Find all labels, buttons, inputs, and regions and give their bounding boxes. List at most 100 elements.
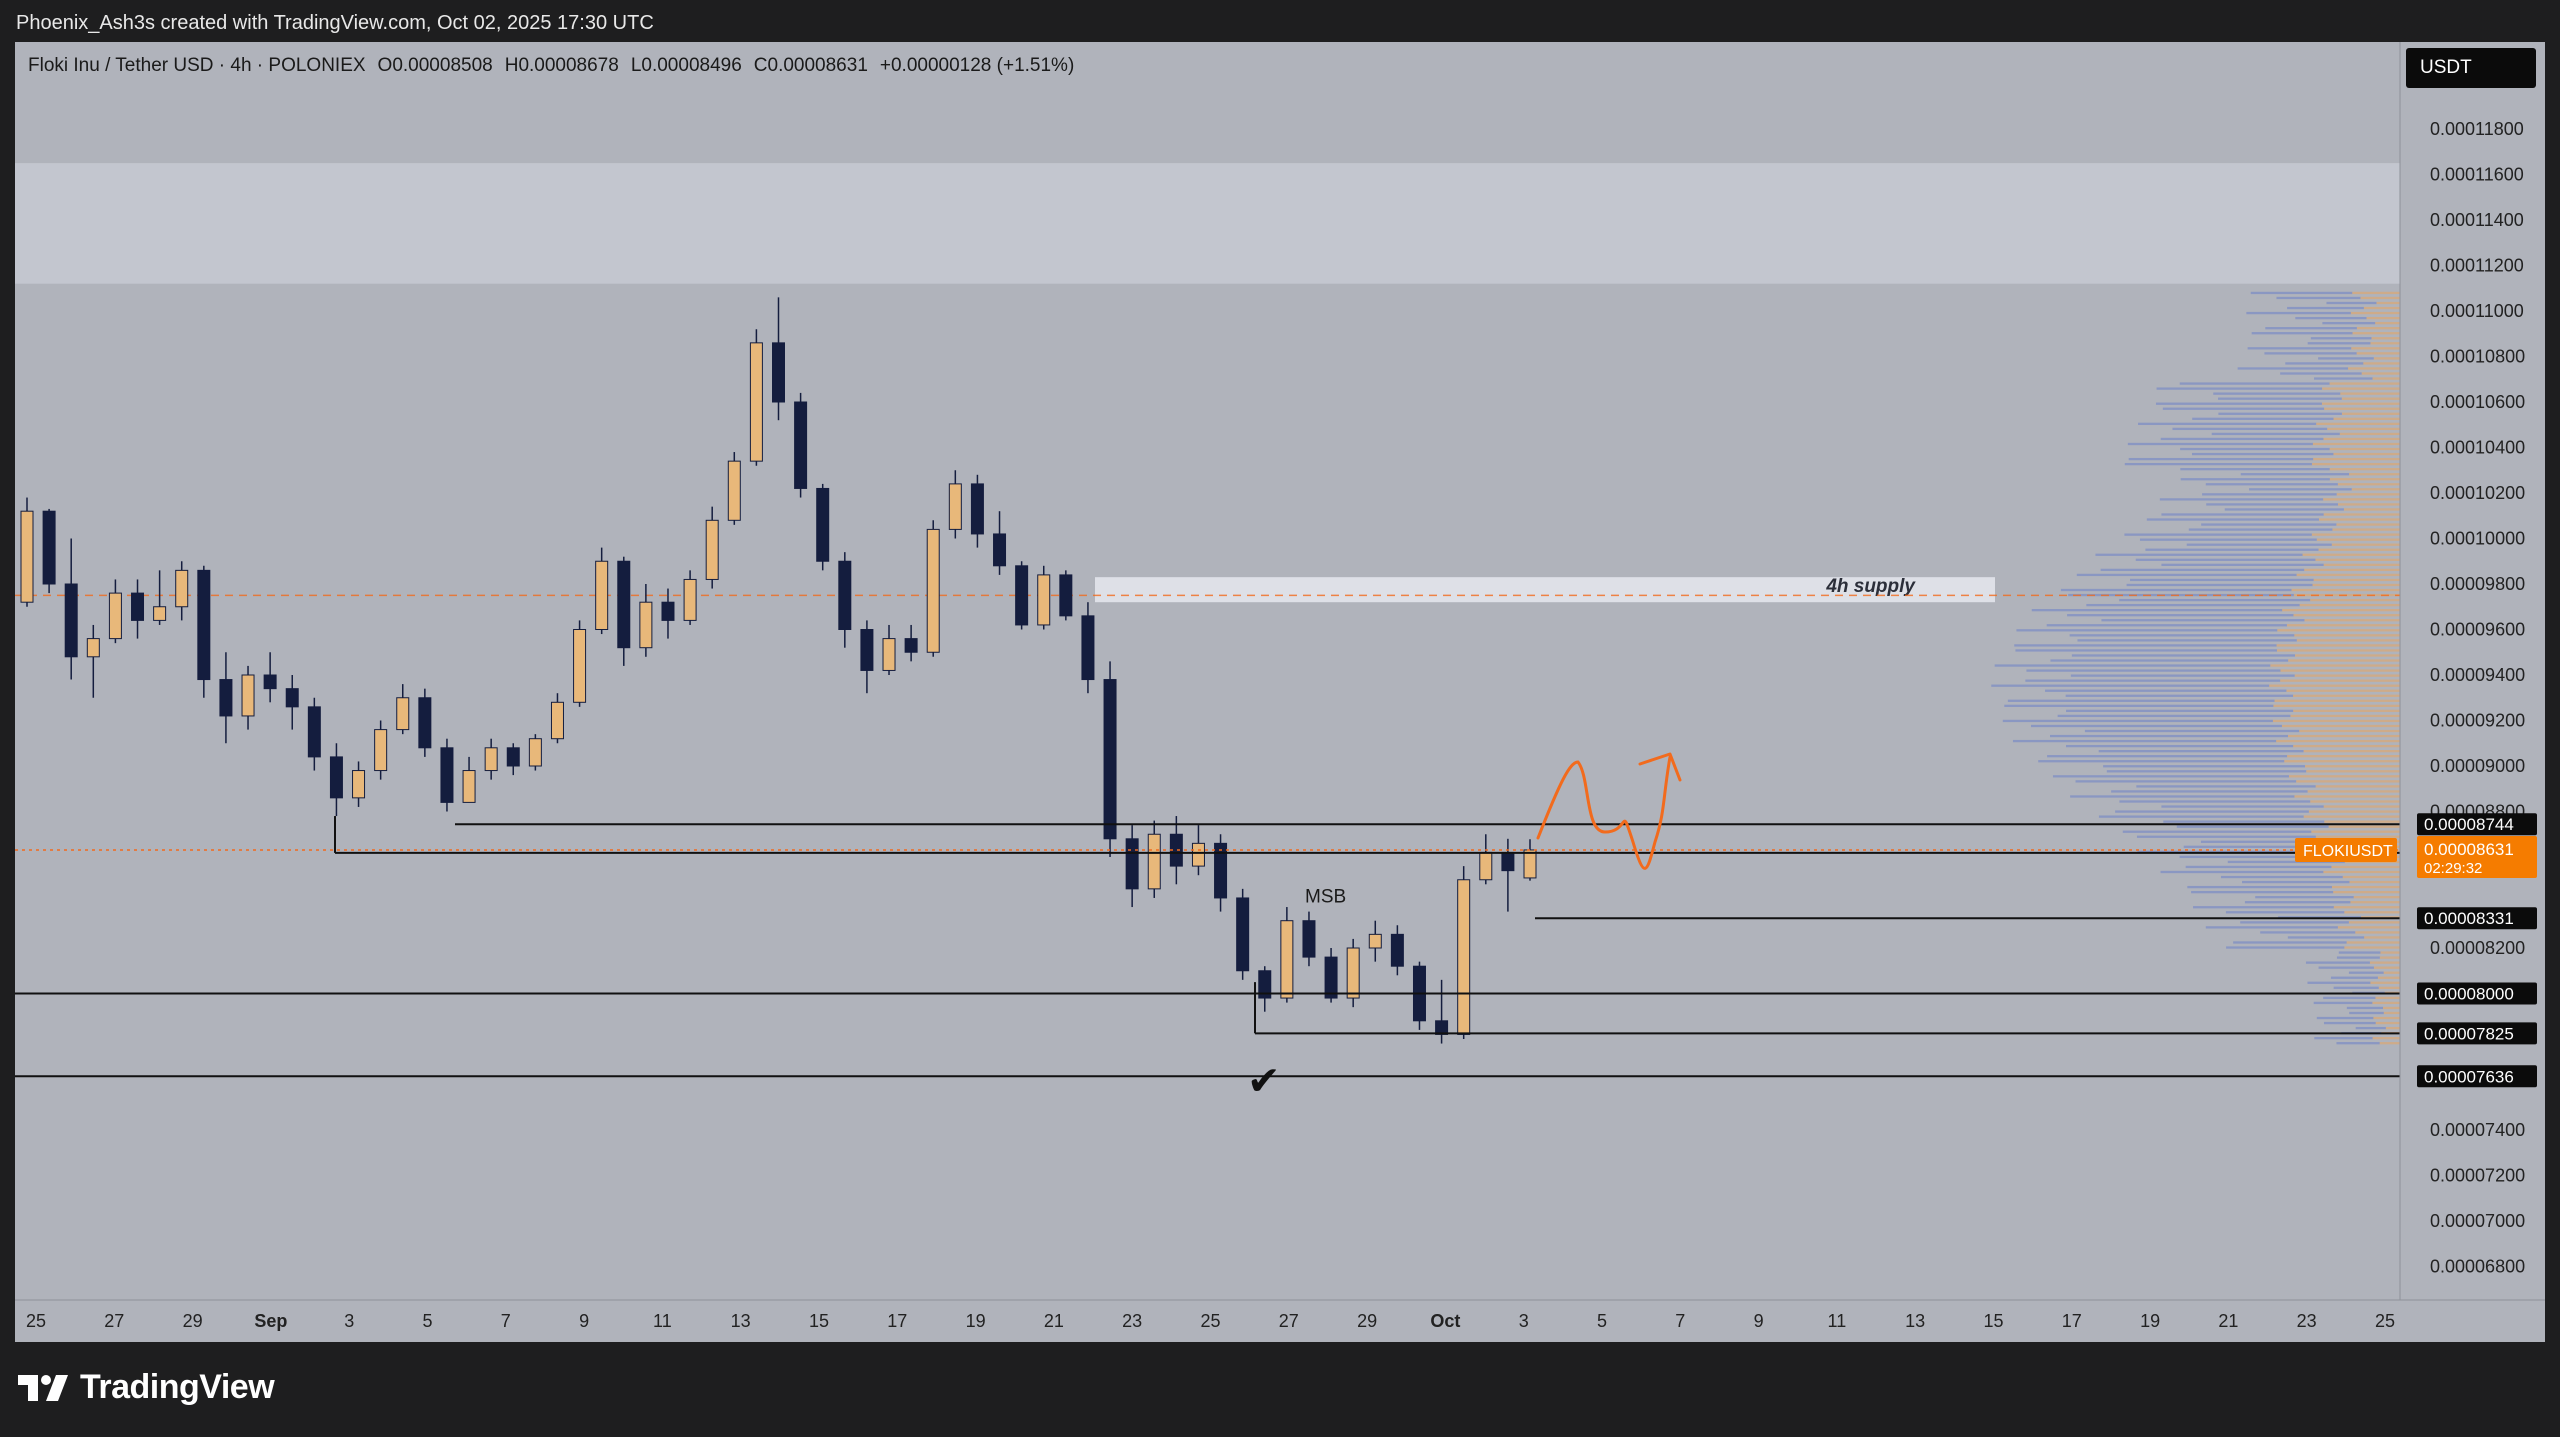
volume-bar-up	[2312, 583, 2400, 587]
volume-bar-up	[2296, 639, 2400, 642]
volume-bar-up	[2341, 412, 2400, 415]
candle-up	[462, 770, 476, 803]
x-tick-label: 29	[183, 1311, 203, 1331]
volume-bar-up	[2281, 724, 2400, 728]
volume-bar-up	[2375, 321, 2400, 325]
candle-down	[42, 510, 56, 585]
volume-bar-down	[2305, 961, 2370, 964]
candlestick-chart[interactable]: 4h supply MSB ✔ 0.00011800 0.00011600 0.00011…	[15, 42, 2545, 1342]
volume-bar-down	[2220, 875, 2343, 879]
volume-bar-down	[2156, 387, 2323, 390]
candle-down	[993, 533, 1007, 567]
x-tick-label: 23	[2297, 1311, 2317, 1331]
volume-bar-up	[2383, 1011, 2400, 1015]
level-price-label: 0.00008000	[2424, 985, 2514, 1004]
volume-bar-down	[2348, 971, 2384, 974]
candle-down	[617, 560, 631, 649]
volume-bar-down	[2077, 639, 2297, 642]
volume-bar-down	[2191, 890, 2334, 894]
volume-bar-up	[2329, 468, 2400, 471]
current-price-countdown: 02:29:32	[2424, 860, 2482, 877]
low-value: L0.00008496	[630, 55, 742, 76]
volume-bar-down	[2014, 644, 2277, 647]
tradingview-logo[interactable]: TradingView	[18, 1368, 275, 1407]
volume-bar-down	[2128, 457, 2314, 461]
volume-bar-up	[2329, 478, 2400, 481]
candle-up	[727, 460, 741, 521]
volume-bar-down	[2130, 578, 2314, 582]
candle-up	[396, 697, 410, 731]
volume-bar-up	[2356, 352, 2400, 355]
volume-bar-up	[2288, 775, 2400, 778]
volume-bar-up	[2286, 689, 2400, 692]
volume-bar-up	[2286, 624, 2400, 627]
volume-bar-up	[2323, 805, 2400, 808]
candle-up	[528, 738, 542, 767]
volume-bar-up	[2296, 780, 2400, 783]
volume-bar-up	[2371, 337, 2400, 340]
volume-bar-down	[2015, 649, 2277, 652]
volume-bar-up	[2373, 1016, 2400, 1020]
volume-bar-down	[2126, 583, 2313, 587]
chart-area[interactable]: 4h supply MSB ✔ 0.00011800 0.00011600 0.00011…	[15, 42, 2545, 1342]
candle-up	[153, 606, 167, 621]
volume-bar-up	[2366, 316, 2400, 320]
candle-down	[1324, 956, 1338, 999]
candle-down	[64, 583, 78, 658]
volume-bar-up	[2323, 498, 2400, 501]
tradingview-logo-icon	[18, 1374, 68, 1401]
volume-bar-down	[2145, 548, 2319, 551]
volume-bar-up	[2276, 649, 2400, 652]
candle-down	[970, 483, 984, 535]
candle-down	[219, 679, 233, 717]
candle-down	[131, 592, 145, 621]
candle-up	[20, 510, 34, 603]
volume-bar-up	[2375, 996, 2400, 1000]
volume-bar-down	[1994, 664, 2271, 667]
volume-bar-down	[2002, 719, 2273, 723]
volume-bar-up	[2339, 432, 2400, 436]
volume-bar-down	[2202, 493, 2337, 496]
x-tick-label: 25	[1200, 1311, 1220, 1331]
volume-bar-up	[2327, 427, 2400, 431]
volume-bar-down	[2084, 729, 2300, 733]
volume-bar-down	[2313, 1001, 2373, 1005]
volume-bar-down	[2179, 382, 2330, 385]
level-price-label: 0.00007636	[2424, 1067, 2514, 1086]
level-price-box	[2417, 907, 2537, 930]
candle-up	[1280, 920, 1294, 999]
candle-up	[352, 770, 366, 799]
volume-bar-up	[2290, 714, 2400, 718]
volume-bar-up	[2277, 629, 2400, 632]
volume-bar-down	[2265, 327, 2357, 330]
volume-bar-down	[2336, 1042, 2380, 1045]
volume-bar-down	[2323, 1021, 2376, 1025]
volume-bar-up	[2311, 830, 2400, 833]
projection-arrowhead	[1638, 752, 1682, 782]
volume-bar-up	[2333, 890, 2400, 894]
volume-bar-up	[2331, 865, 2400, 869]
top-bar: Phoenix_Ash3s created with TradingView.c…	[0, 0, 2560, 46]
volume-bar-down	[2106, 770, 2307, 773]
volume-bar-down	[2349, 1011, 2384, 1015]
volume-bar-down	[2247, 347, 2352, 350]
currency-button[interactable]: USDT	[2406, 48, 2536, 88]
volume-bar-down	[2101, 619, 2305, 622]
x-tick-label: 29	[1357, 1311, 1377, 1331]
candle-down	[197, 569, 211, 681]
y-tick-label: 0.00011600	[2430, 165, 2524, 185]
volume-bar-up	[2323, 513, 2400, 516]
candle-down	[1081, 615, 1095, 681]
volume-bar-down	[2346, 1006, 2383, 1010]
volume-bar-up	[2280, 669, 2400, 672]
volume-bar-up	[2385, 1026, 2400, 1030]
x-tick-label: Oct	[1430, 1311, 1460, 1331]
author-credit: Phoenix_Ash3s created with TradingView.c…	[16, 12, 654, 34]
volume-bar-down	[2205, 483, 2338, 486]
volume-bar-down	[2066, 709, 2294, 713]
volume-bar-down	[2226, 946, 2345, 949]
volume-bar-up	[2350, 311, 2400, 315]
volume-bar-up	[2340, 392, 2400, 395]
symbol-name[interactable]: Floki Inu / Tether USD · 4h · POLONIEX	[28, 55, 366, 76]
volume-bar-down	[2249, 488, 2352, 491]
